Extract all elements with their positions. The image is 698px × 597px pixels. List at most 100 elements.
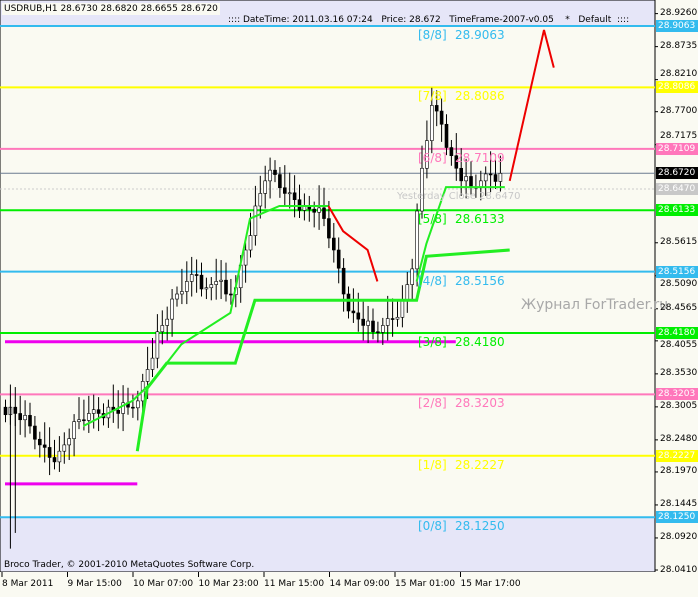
candle-body — [37, 438, 42, 446]
x-tick-label: 14 Mar 09:00 — [329, 579, 390, 589]
candle-body — [160, 325, 165, 333]
candle-body — [253, 205, 258, 236]
symbol-ohlc: USDRUB,H1 28.6730 28.6820 28.6655 28.672… — [2, 3, 220, 15]
candle-body — [429, 105, 434, 141]
y-tick-label: 28.0920 — [660, 532, 698, 543]
level-label: [1/8] — [418, 457, 447, 472]
candle-body — [341, 267, 346, 295]
trailing-line — [82, 204, 329, 427]
trailing-line-down — [327, 205, 379, 282]
candle-body — [258, 193, 263, 207]
candle-body — [18, 413, 23, 421]
plot-border — [0, 0, 656, 573]
candle-body — [224, 279, 228, 295]
level-value: 28.2227 — [455, 457, 505, 472]
candle-body — [185, 281, 189, 292]
candle-body — [287, 192, 292, 195]
candle-body — [248, 235, 253, 251]
y-tick-label: 28.5090 — [660, 278, 698, 289]
lower-zone — [0, 517, 655, 572]
level-label: [2/8] — [418, 396, 447, 411]
level-price-tag: 28.2227 — [656, 449, 698, 462]
candle-body — [214, 281, 218, 285]
candle-body — [336, 249, 341, 269]
trailing-line — [415, 186, 505, 282]
candle-body — [498, 173, 503, 182]
candle-body — [351, 310, 356, 314]
level-value: 28.9063 — [455, 28, 505, 42]
candle-body — [150, 357, 155, 370]
level-value: 28.1250 — [455, 519, 505, 534]
candle-body — [371, 320, 375, 333]
y-tick-label: 28.8210 — [660, 69, 698, 80]
candle-body — [356, 312, 361, 320]
candle-body — [488, 173, 493, 176]
y-tick-label: 28.8735 — [660, 41, 698, 52]
level-value: 28.7109 — [455, 150, 505, 165]
candle-body — [439, 110, 444, 125]
candle-body — [229, 293, 233, 296]
y-tick-label: 28.4055 — [660, 339, 698, 350]
indicator-info: :::: DateTime: 2011.03.16 07:24 Price: 2… — [228, 15, 630, 25]
candle-body — [493, 174, 498, 182]
level-price-tag: 28.6133 — [656, 204, 698, 217]
y-tick-label: 28.7175 — [660, 130, 698, 141]
level-value: 28.6133 — [455, 212, 505, 227]
candle-body — [469, 176, 473, 188]
candle-body — [327, 218, 331, 239]
level-price-tag: 28.1250 — [656, 511, 698, 524]
candle-body — [464, 176, 468, 182]
level-label: [5/8] — [418, 212, 447, 227]
x-tick-label: 8 Mar 2011 — [2, 579, 54, 589]
level-price-tag: 28.3203 — [656, 388, 698, 401]
candle-body — [175, 293, 179, 300]
projection-line — [508, 29, 555, 182]
candle-body — [170, 298, 174, 320]
candle-body — [459, 167, 464, 182]
candle-body — [28, 415, 32, 427]
candle-body — [209, 284, 214, 289]
candle-body — [263, 180, 268, 194]
candle-body — [121, 402, 125, 414]
level-label: [4/8] — [418, 273, 447, 288]
candle-body — [131, 406, 135, 409]
candle-body — [62, 444, 67, 452]
candle-body — [390, 318, 395, 320]
candle-body — [189, 274, 194, 282]
candle-body — [165, 318, 169, 326]
candle-body — [282, 187, 287, 194]
level-price-tag: 28.5156 — [656, 265, 698, 278]
candle-body — [180, 291, 184, 295]
candle-body — [145, 369, 150, 382]
candle-body — [410, 268, 415, 285]
x-tick-label: 10 Mar 07:00 — [133, 579, 194, 589]
x-tick-label: 15 Mar 01:00 — [395, 579, 456, 589]
candle-body — [366, 320, 370, 326]
level-price-tag: 28.7109 — [656, 142, 698, 155]
candle-body — [194, 274, 199, 276]
candle-body — [155, 331, 160, 359]
y-tick-label: 28.7700 — [660, 106, 698, 117]
candle-body — [317, 207, 321, 213]
x-tick-label: 9 Mar 15:00 — [67, 579, 122, 589]
candle-body — [42, 444, 47, 448]
level-label: [7/8] — [418, 89, 447, 104]
yesterday-close-tag: 28.6470 — [656, 183, 698, 196]
candle-body — [400, 300, 405, 318]
level-value: 28.3203 — [455, 396, 505, 411]
level-price-tag: 28.8086 — [656, 81, 698, 94]
candle-body — [82, 419, 86, 422]
level-value: 28.4180 — [455, 334, 505, 349]
y-tick-label: 28.5615 — [660, 237, 698, 248]
candle-body — [483, 173, 488, 182]
y-tick-label: 28.3005 — [660, 401, 698, 412]
y-tick-label: 28.4565 — [660, 303, 698, 314]
level-price-tag: 28.9063 — [656, 20, 698, 32]
level-label: [3/8] — [418, 334, 447, 349]
candle-body — [415, 210, 419, 270]
candle-body — [72, 421, 76, 439]
level-label: [0/8] — [418, 519, 447, 534]
candle-body — [116, 410, 120, 414]
